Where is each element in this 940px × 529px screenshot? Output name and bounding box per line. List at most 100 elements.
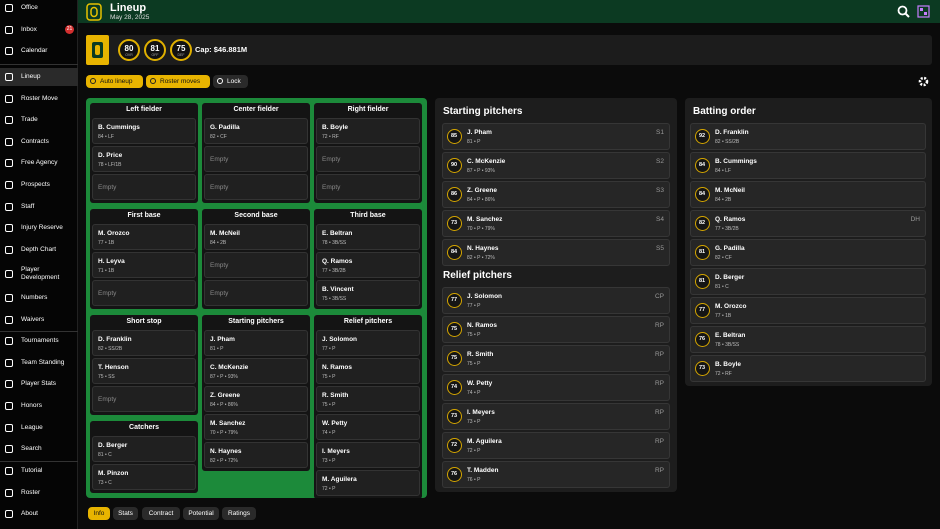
sidebar-item[interactable]: Contracts bbox=[0, 133, 78, 151]
sidebar-item[interactable]: Depth Chart bbox=[0, 241, 78, 259]
player-card[interactable]: D. Franklin 82 • SS/2B bbox=[92, 330, 196, 356]
player-row[interactable]: 92 D. Franklin 82 • SS/2B bbox=[690, 123, 926, 150]
player-row[interactable]: 86 Z. Greene 84 • P • 86% S3 bbox=[442, 181, 670, 208]
player-card[interactable]: Empty bbox=[316, 174, 420, 200]
player-card[interactable]: I. Meyers 73 • P bbox=[316, 442, 420, 468]
player-info: 77 • P bbox=[322, 346, 336, 352]
player-info: 75 • P bbox=[467, 361, 481, 367]
player-card[interactable]: Empty bbox=[204, 252, 308, 278]
sidebar-item[interactable]: Player Development bbox=[0, 265, 78, 283]
sidebar-item[interactable]: Office bbox=[0, 0, 78, 17]
sidebar-icon bbox=[5, 467, 13, 475]
player-row[interactable]: 76 T. Madden 76 • P RP bbox=[442, 461, 670, 488]
sidebar-icon bbox=[5, 4, 13, 12]
tab[interactable]: Potential bbox=[183, 507, 219, 520]
tab[interactable]: Contract bbox=[142, 507, 180, 520]
sidebar-item[interactable]: Calendar bbox=[0, 42, 78, 60]
player-row[interactable]: 75 R. Smith 75 • P RP bbox=[442, 345, 670, 372]
tab[interactable]: Ratings bbox=[222, 507, 256, 520]
player-card[interactable]: J. Solomon 77 • P bbox=[316, 330, 420, 356]
player-row[interactable]: 84 B. Cummings 84 • LF bbox=[690, 152, 926, 179]
player-card[interactable]: Empty bbox=[92, 280, 196, 306]
player-card[interactable]: M. McNeil 84 • 2B bbox=[204, 224, 308, 250]
player-card[interactable]: Empty bbox=[92, 174, 196, 200]
player-card[interactable]: N. Haynes 82 • P • 72% bbox=[204, 442, 308, 468]
search-icon[interactable] bbox=[897, 5, 910, 18]
tab[interactable]: Stats bbox=[113, 507, 138, 520]
sidebar-item[interactable]: Roster Move bbox=[0, 90, 78, 108]
player-card[interactable]: B. Vincent 75 • 3B/SS bbox=[316, 280, 420, 306]
sidebar-item[interactable]: Waivers bbox=[0, 311, 78, 329]
player-card[interactable]: Z. Greene 84 • P • 86% bbox=[204, 386, 308, 412]
player-row[interactable]: 85 J. Pham 81 • P S1 bbox=[442, 123, 670, 150]
action-button[interactable]: Auto lineup bbox=[86, 75, 143, 88]
action-button[interactable]: Roster moves bbox=[146, 75, 210, 88]
tab[interactable]: Info bbox=[88, 507, 110, 520]
player-row[interactable]: 81 D. Berger 81 • C bbox=[690, 268, 926, 295]
sidebar-item[interactable]: Roster bbox=[0, 484, 78, 502]
sidebar-item[interactable]: Team Standing bbox=[0, 354, 78, 372]
sidebar-item[interactable]: Numbers bbox=[0, 289, 78, 307]
rating-value: 73 bbox=[450, 413, 458, 419]
player-row[interactable]: 82 Q. Ramos 77 • 3B/2B DH bbox=[690, 210, 926, 237]
player-card[interactable]: Empty bbox=[92, 386, 196, 412]
player-card[interactable]: B. Cummings 84 • LF bbox=[92, 118, 196, 144]
player-card[interactable]: E. Beltran 78 • 3B/SS bbox=[316, 224, 420, 250]
group-title: Second base bbox=[234, 212, 278, 219]
player-card[interactable]: Empty bbox=[204, 280, 308, 306]
sidebar-icon bbox=[5, 489, 13, 497]
team-rating-label: OVR bbox=[125, 53, 133, 57]
settings-icon[interactable] bbox=[918, 76, 929, 87]
player-card[interactable]: Empty bbox=[204, 174, 308, 200]
sidebar-item[interactable]: Search bbox=[0, 440, 78, 458]
player-card[interactable]: N. Ramos 75 • P bbox=[316, 358, 420, 384]
player-card[interactable]: H. Leyva 71 • 1B bbox=[92, 252, 196, 278]
player-row[interactable]: 72 M. Aguilera 72 • P RP bbox=[442, 432, 670, 459]
player-row[interactable]: 73 I. Meyers 73 • P RP bbox=[442, 403, 670, 430]
player-card[interactable]: T. Henson 75 • SS bbox=[92, 358, 196, 384]
player-card[interactable]: Empty bbox=[316, 146, 420, 172]
action-button[interactable]: Lock bbox=[213, 75, 248, 88]
player-card[interactable]: W. Petty 74 • P bbox=[316, 414, 420, 440]
sidebar-item[interactable]: Tutorial bbox=[0, 462, 78, 480]
grid-icon[interactable] bbox=[917, 5, 930, 18]
player-card[interactable]: R. Smith 75 • P bbox=[316, 386, 420, 412]
player-row[interactable]: 73 M. Sanchez 70 • P • 79% S4 bbox=[442, 210, 670, 237]
player-row[interactable]: 90 C. McKenzie 87 • P • 93% S2 bbox=[442, 152, 670, 179]
sidebar-item[interactable]: Staff bbox=[0, 198, 78, 216]
player-card[interactable]: J. Pham 81 • P bbox=[204, 330, 308, 356]
player-card[interactable]: M. Orozco 77 • 1B bbox=[92, 224, 196, 250]
player-row[interactable]: 81 G. Padilla 82 • CF bbox=[690, 239, 926, 266]
sidebar-item[interactable]: Free Agency bbox=[0, 154, 78, 172]
sidebar-item[interactable]: Lineup bbox=[0, 68, 78, 86]
player-row[interactable]: 77 M. Orozco 77 • 1B bbox=[690, 297, 926, 324]
player-card[interactable]: D. Price 78 • LF/1B bbox=[92, 146, 196, 172]
player-row[interactable]: 76 E. Beltran 78 • 3B/SS bbox=[690, 326, 926, 353]
player-card[interactable]: M. Sanchez 70 • P • 79% bbox=[204, 414, 308, 440]
sidebar-item[interactable]: Honors bbox=[0, 397, 78, 415]
player-row[interactable]: 84 M. McNeil 84 • 2B bbox=[690, 181, 926, 208]
player-card[interactable]: Q. Ramos 77 • 3B/2B bbox=[316, 252, 420, 278]
sidebar-item[interactable]: Injury Reserve bbox=[0, 219, 78, 237]
sidebar-item[interactable]: Inbox 21 bbox=[0, 21, 78, 39]
player-name: Z. Greene bbox=[467, 187, 497, 194]
player-card[interactable]: M. Pinzon 73 • C bbox=[92, 464, 196, 490]
player-card[interactable]: Empty bbox=[204, 146, 308, 172]
player-card[interactable]: B. Boyle 72 • RF bbox=[316, 118, 420, 144]
player-row[interactable]: 73 B. Boyle 72 • RF bbox=[690, 355, 926, 382]
player-row[interactable]: 74 W. Petty 74 • P RP bbox=[442, 374, 670, 401]
sidebar-item[interactable]: Prospects bbox=[0, 176, 78, 194]
sidebar-item[interactable]: Trade bbox=[0, 111, 78, 129]
sidebar-item[interactable]: About bbox=[0, 505, 78, 523]
team-logo bbox=[86, 3, 102, 21]
player-row[interactable]: 75 N. Ramos 75 • P RP bbox=[442, 316, 670, 343]
player-card[interactable]: C. McKenzie 87 • P • 93% bbox=[204, 358, 308, 384]
player-row[interactable]: 77 J. Solomon 77 • P CP bbox=[442, 287, 670, 314]
player-row[interactable]: 84 N. Haynes 82 • P • 72% S5 bbox=[442, 239, 670, 266]
sidebar-item[interactable]: Player Stats bbox=[0, 375, 78, 393]
player-card[interactable]: D. Berger 81 • C bbox=[92, 436, 196, 462]
sidebar-item[interactable]: Tournaments bbox=[0, 332, 78, 350]
sidebar-item[interactable]: League bbox=[0, 419, 78, 437]
player-card[interactable]: G. Padilla 82 • CF bbox=[204, 118, 308, 144]
player-card[interactable]: M. Aguilera 72 • P bbox=[316, 470, 420, 496]
